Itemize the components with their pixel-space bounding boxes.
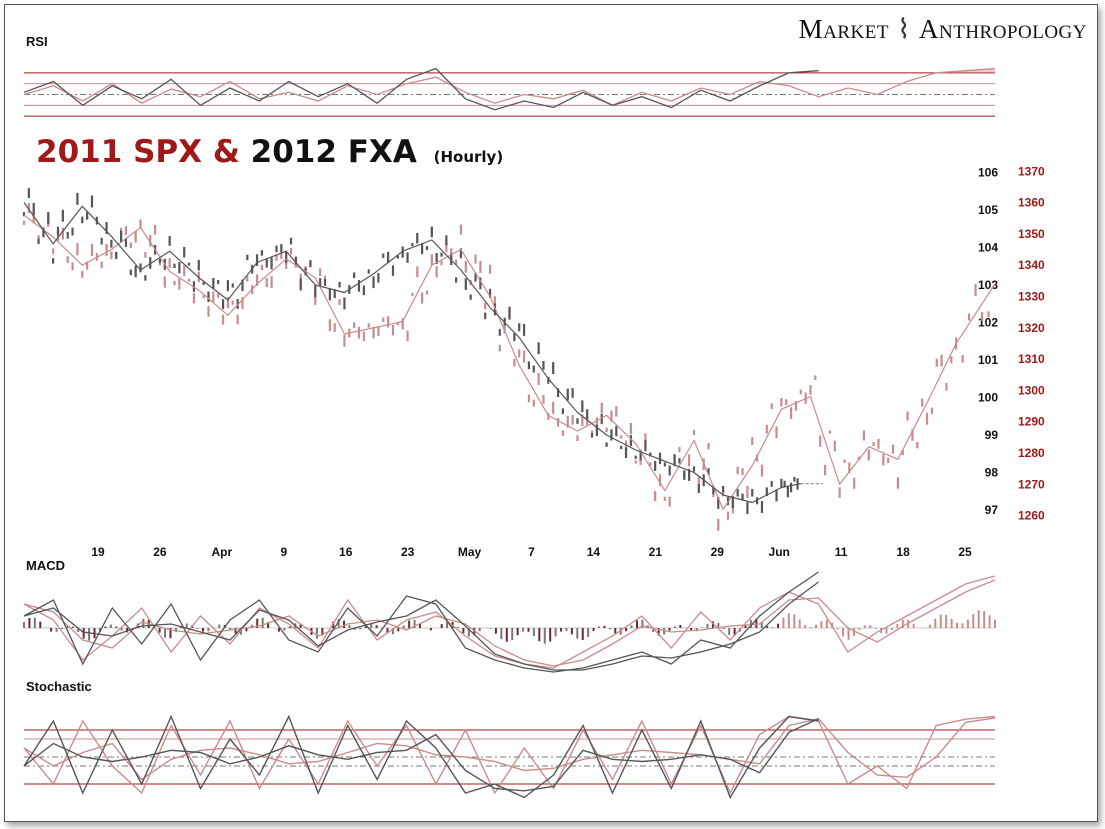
spx-tick-6: 1310	[1018, 352, 1045, 366]
x-tick-12: 11	[835, 545, 848, 559]
rsi-spx-line	[23, 67, 996, 107]
x-tick-13: 18	[896, 545, 910, 559]
macd-spx-line-0	[23, 575, 996, 669]
macd-spx-line-1	[23, 579, 996, 667]
fxa-tick-1: 105	[978, 203, 998, 217]
x-tick-11: Jun	[769, 545, 790, 559]
x-tick-4: 16	[339, 545, 353, 559]
macd-label: MACD	[26, 558, 65, 573]
x-tick-6: May	[458, 545, 482, 559]
title-amp: &	[212, 134, 240, 170]
x-tick-10: 29	[711, 545, 725, 559]
spx-tick-5: 1320	[1018, 321, 1045, 335]
spx-tick-2: 1350	[1018, 227, 1045, 241]
stoch-spx-line-1	[23, 717, 996, 781]
stoch-fxa-line-3	[23, 718, 819, 792]
brand-right: Anthropology	[919, 14, 1087, 44]
fxa-tick-8: 98	[985, 466, 999, 480]
stochastic-label: Stochastic	[26, 679, 92, 694]
x-tick-14: 25	[958, 545, 972, 559]
dna-icon: ⌇	[897, 14, 911, 44]
fxa-tick-9: 97	[985, 503, 999, 517]
fxa-tick-7: 99	[985, 428, 999, 442]
fxa-tick-0: 106	[978, 166, 998, 180]
spx-tick-10: 1270	[1018, 477, 1045, 491]
rsi-overbought-fill	[936, 68, 995, 73]
rsi-fxa-line	[23, 67, 819, 111]
spx-tick-0: 1370	[1018, 164, 1045, 178]
x-tick-8: 14	[587, 545, 601, 559]
brand-left: Market	[798, 14, 889, 44]
fxa-tick-5: 101	[978, 353, 998, 367]
spx-tick-7: 1300	[1018, 383, 1045, 397]
x-tick-2: Apr	[212, 545, 233, 559]
stoch-spx-line-0	[23, 715, 996, 795]
rsi-label: RSI	[26, 34, 48, 49]
x-tick-9: 21	[649, 545, 663, 559]
brand-logo: Market ⌇ Anthropology	[799, 14, 1087, 45]
title-fxa: 2012 FXA	[250, 134, 417, 170]
spx-tick-11: 1260	[1018, 509, 1045, 523]
fxa-tick-3: 103	[978, 278, 998, 292]
chart-frame	[4, 4, 1098, 822]
macd-fxa-line-2	[23, 571, 819, 673]
fxa-tick-2: 104	[978, 241, 998, 255]
spx-tick-1: 1360	[1018, 196, 1045, 210]
x-tick-7: 7	[528, 545, 535, 559]
fxa-tick-6: 100	[978, 391, 998, 405]
spx-tick-8: 1290	[1018, 415, 1045, 429]
stoch-fxa-line-2	[23, 714, 819, 800]
x-tick-3: 9	[280, 545, 287, 559]
spx-tick-9: 1280	[1018, 446, 1045, 460]
macd-fxa-line-3	[23, 581, 819, 671]
x-tick-0: 19	[91, 545, 105, 559]
chart-title: 2011 SPX & 2012 FXA (Hourly)	[36, 134, 503, 170]
title-sub: (Hourly)	[433, 148, 504, 166]
fxa-price-line	[23, 202, 801, 504]
x-tick-1: 26	[153, 545, 167, 559]
spx-tick-4: 1330	[1018, 289, 1045, 303]
spx-tick-3: 1340	[1018, 258, 1045, 272]
x-tick-5: 23	[401, 545, 415, 559]
title-spx: 2011 SPX	[36, 134, 203, 170]
spx-price-line	[23, 214, 996, 510]
